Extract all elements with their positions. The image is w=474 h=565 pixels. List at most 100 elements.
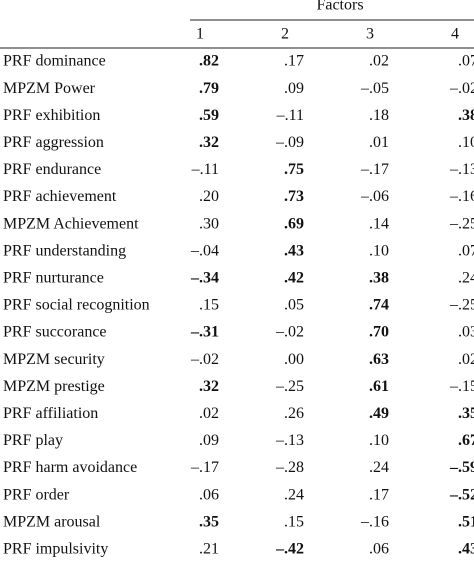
cell: –.59	[449, 459, 474, 476]
cell: .09	[284, 80, 304, 97]
cell: –.34	[190, 269, 219, 286]
cell: .17	[369, 486, 389, 503]
cell: .03	[458, 324, 474, 341]
column-header: 1	[196, 26, 204, 43]
row-label: PRF exhibition	[3, 107, 100, 124]
cell: –.52	[449, 486, 474, 503]
cell: .24	[369, 459, 389, 476]
cell: –.25	[275, 378, 304, 395]
cell: .79	[199, 80, 219, 97]
row-label: PRF play	[3, 432, 63, 449]
cell: –.16	[360, 513, 389, 530]
cell: .30	[199, 215, 219, 232]
cell: .73	[284, 188, 304, 205]
cell: .24	[458, 269, 474, 286]
cell: .82	[199, 53, 219, 70]
cell: .24	[284, 486, 304, 503]
cell: .35	[199, 513, 219, 530]
cell: –.13	[449, 161, 474, 178]
cell: .15	[199, 297, 219, 314]
cell: –.11	[276, 107, 304, 124]
cell: .06	[369, 540, 389, 557]
cell: –.02	[449, 80, 474, 97]
cell: .10	[369, 242, 389, 259]
row-label: PRF affiliation	[3, 405, 98, 422]
cell: .17	[284, 53, 304, 70]
column-header: 3	[366, 26, 374, 43]
column-header: 2	[281, 26, 289, 43]
cell: –.05	[360, 80, 389, 97]
cell: –.13	[275, 432, 304, 449]
cell: –.17	[360, 161, 389, 178]
cell: .49	[369, 405, 389, 422]
row-label: PRF dominance	[3, 53, 106, 70]
cell: .42	[284, 269, 304, 286]
cell: .07	[458, 242, 474, 259]
cell: .69	[284, 215, 304, 232]
row-label: PRF succorance	[3, 324, 107, 341]
cell: .02	[369, 53, 389, 70]
cell: .00	[284, 351, 304, 368]
cell: –.09	[275, 134, 304, 151]
cell: .01	[369, 134, 389, 151]
row-label: PRF nurturance	[3, 269, 104, 286]
header-title: Factors	[316, 0, 363, 14]
row-label: PRF harm avoidance	[3, 459, 137, 476]
cell: .32	[199, 378, 219, 395]
cell: –.31	[190, 324, 219, 341]
row-label: MPZM Power	[3, 80, 96, 97]
cell: –.02	[190, 351, 219, 368]
cell: .59	[199, 107, 219, 124]
cell: –.02	[275, 324, 304, 341]
row-label: PRF social recognition	[3, 297, 150, 314]
cell: –.15	[449, 378, 474, 395]
cell: –.25	[449, 297, 474, 314]
row-label: PRF aggression	[3, 134, 104, 151]
cell: .02	[199, 405, 219, 422]
cell: .38	[369, 269, 389, 286]
cell: .05	[284, 297, 304, 314]
cell: .10	[458, 134, 474, 151]
row-label: PRF achievement	[3, 188, 117, 205]
cell: .51	[458, 513, 474, 530]
row-label: PRF impulsivity	[3, 540, 108, 557]
cell: .75	[284, 161, 304, 178]
cell: .06	[199, 486, 219, 503]
cell: .07	[458, 53, 474, 70]
cell: –.25	[449, 215, 474, 232]
cell: –.04	[190, 242, 219, 259]
row-label: MPZM prestige	[3, 378, 105, 395]
cell: .70	[369, 324, 389, 341]
cell: .74	[369, 297, 389, 314]
cell: –.06	[360, 188, 389, 205]
cell: –.28	[275, 459, 304, 476]
cell: .61	[369, 378, 389, 395]
row-label: PRF order	[3, 486, 70, 503]
cell: –.11	[191, 161, 219, 178]
cell: .18	[369, 107, 389, 124]
row-label: MPZM Achievement	[3, 215, 139, 232]
cell: –.17	[190, 459, 219, 476]
cell: .35	[458, 405, 474, 422]
row-label: MPZM security	[3, 351, 105, 368]
cell: .21	[199, 540, 219, 557]
cell: .15	[284, 513, 304, 530]
cell: .02	[458, 351, 474, 368]
cell: .43	[458, 540, 474, 557]
cell: .26	[284, 405, 304, 422]
cell: –.16	[449, 188, 474, 205]
cell: .63	[369, 351, 389, 368]
cell: .09	[199, 432, 219, 449]
cell: .67	[458, 432, 474, 449]
column-header: 4	[451, 26, 459, 43]
cell: –.42	[275, 540, 304, 557]
cell: .38	[458, 107, 474, 124]
cell: .14	[369, 215, 389, 232]
cell: .32	[199, 134, 219, 151]
cell: .10	[369, 432, 389, 449]
cell: .43	[284, 242, 304, 259]
cell: .20	[199, 188, 219, 205]
row-label: MPZM arousal	[3, 513, 101, 530]
